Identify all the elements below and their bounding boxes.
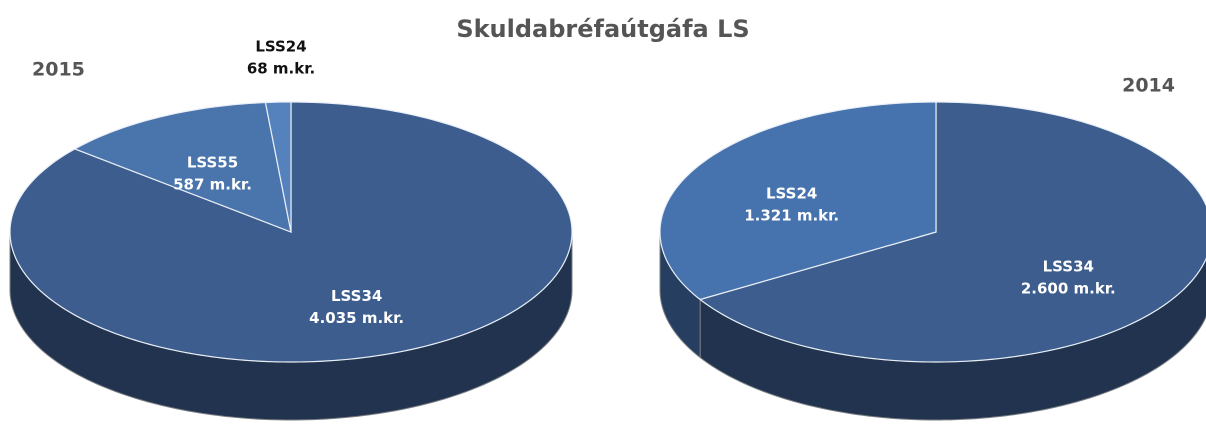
pie-slice: [73, 101, 292, 233]
chart-title: Skuldabréfaútgáfa LS: [456, 15, 749, 43]
slice-label: LSS34: [331, 287, 382, 305]
slice-label: LSS24: [255, 38, 306, 56]
slice-value-label: 2.600 m.kr.: [1021, 280, 1116, 298]
pie-title: 2015: [32, 59, 85, 81]
slice-label: LSS55: [187, 153, 238, 171]
pie-title: 2014: [1122, 75, 1175, 97]
slice-label: LSS24: [766, 184, 817, 202]
slice-value-label: 587 m.kr.: [173, 175, 252, 193]
slice-value-label: 68 m.kr.: [247, 60, 315, 78]
slice-value-label: 4.035 m.kr.: [309, 309, 404, 327]
slice-value-label: 1.321 m.kr.: [744, 206, 839, 224]
slice-label: LSS34: [1043, 258, 1094, 276]
pie-slice: [9, 101, 573, 363]
pie-slice: [659, 101, 937, 301]
pie-slice: [264, 101, 292, 233]
pie-slice: [698, 101, 1206, 363]
